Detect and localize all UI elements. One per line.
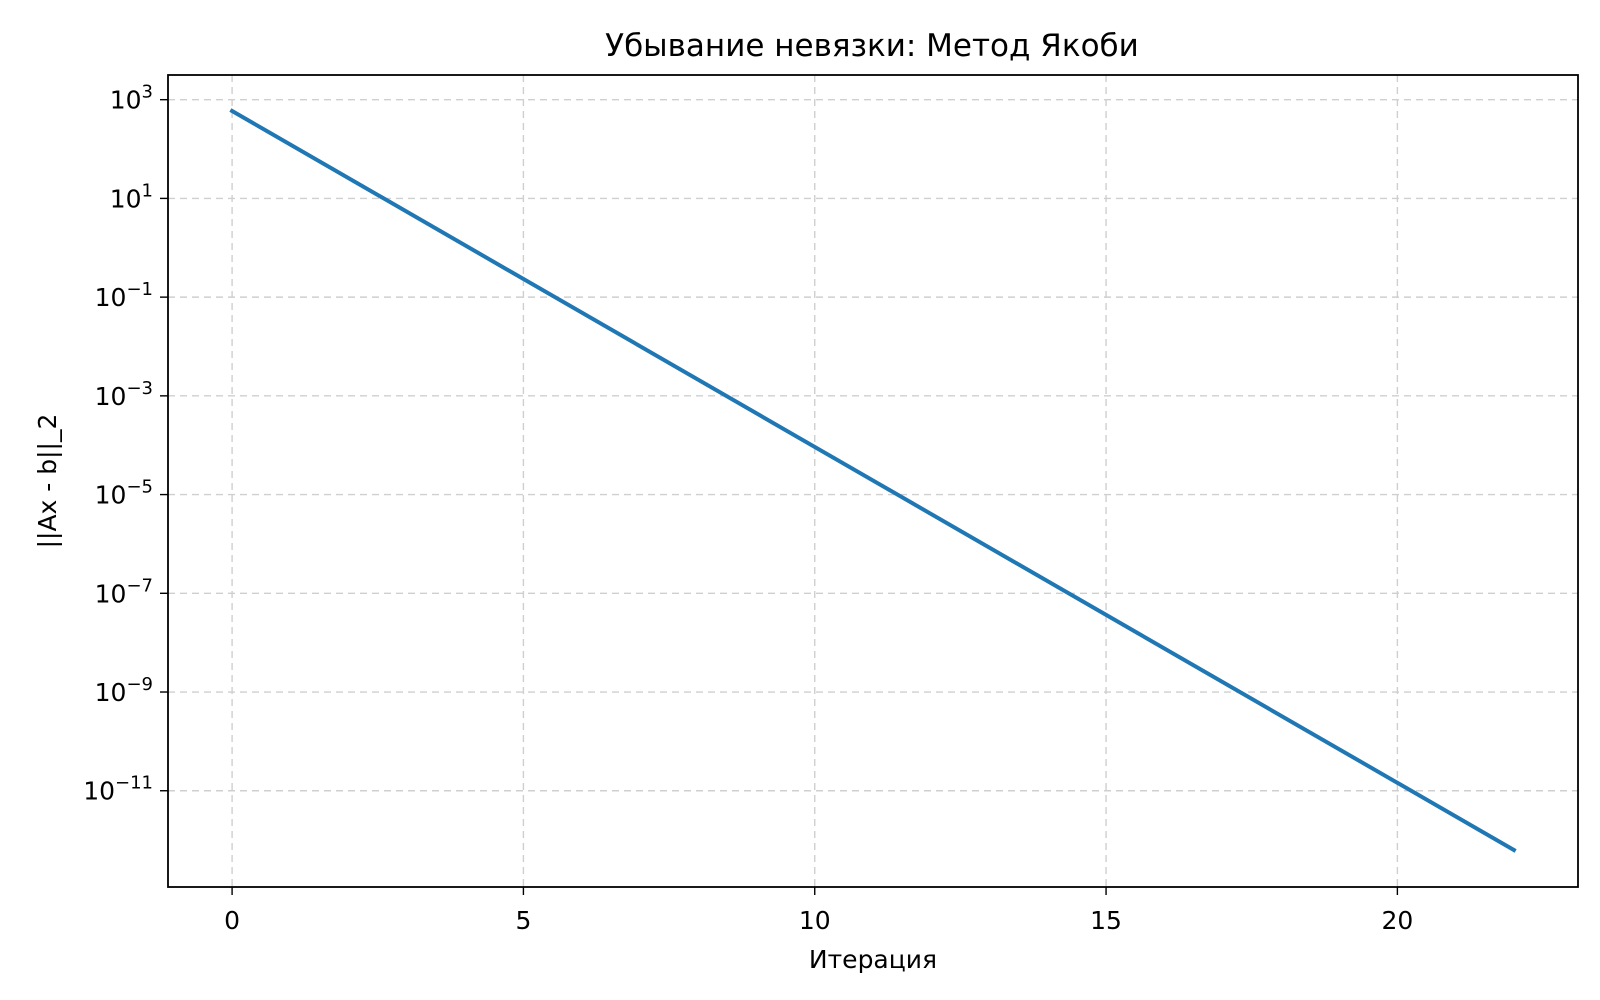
y-tick-label: 10−7 [95,575,153,608]
x-tick-label: 20 [1381,906,1413,935]
y-tick-label: 10−1 [95,279,153,312]
series-line [229,108,1517,853]
y-axis: 103 101 10−1 10−3 10−5 10−7 10−9 10−11 [83,82,168,806]
y-axis-label: ||Ax - b||_2 [33,414,62,549]
y-tick-label: 103 [110,82,153,115]
y-tick-label: 10−11 [83,773,153,806]
grid [168,75,1578,887]
x-tick-label: 10 [799,906,831,935]
y-tick-label: 10−5 [95,477,153,510]
x-tick-label: 5 [515,906,531,935]
y-tick-label: 10−9 [95,674,153,707]
plot-frame [167,74,1579,888]
x-tick-label: 0 [224,906,240,935]
x-axis-label: Итерация [809,945,937,974]
x-axis: 0 5 10 15 20 [224,887,1413,935]
x-tick-label: 15 [1090,906,1122,935]
series-layer [229,108,1517,853]
chart-title: Убывание невязки: Метод Якоби [605,28,1139,64]
y-tick-label: 101 [110,180,153,213]
y-tick-label: 10−3 [95,378,153,411]
